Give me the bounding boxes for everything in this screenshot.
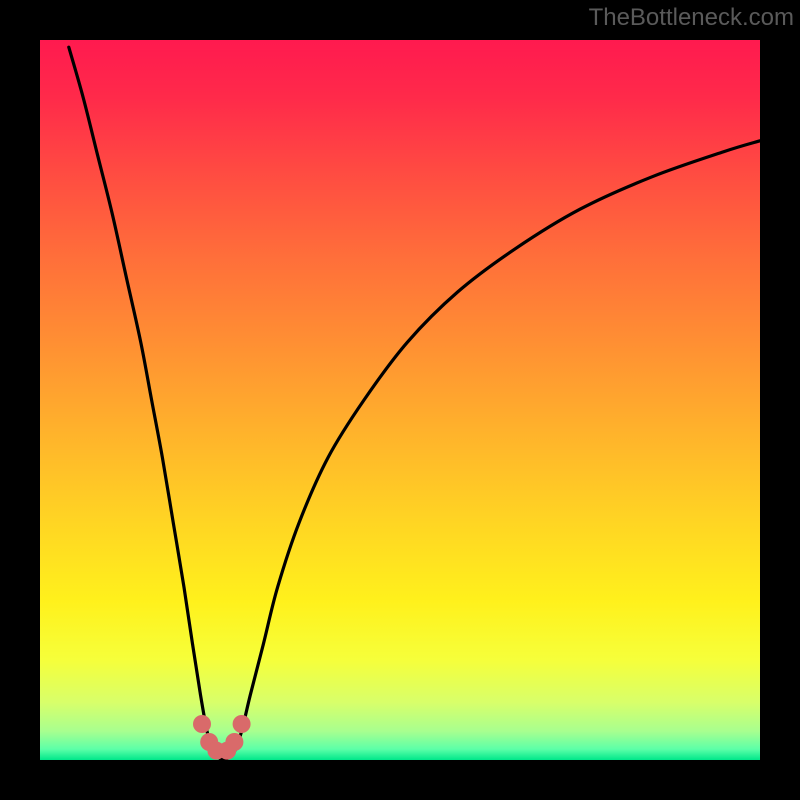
watermark-text: TheBottleneck.com — [589, 4, 794, 32]
curve-marker — [225, 733, 243, 751]
curve-marker — [193, 715, 211, 733]
chart-canvas: TheBottleneck.com — [0, 0, 800, 800]
curve-marker — [233, 715, 251, 733]
plot-background — [40, 40, 760, 760]
chart-svg — [0, 0, 800, 800]
